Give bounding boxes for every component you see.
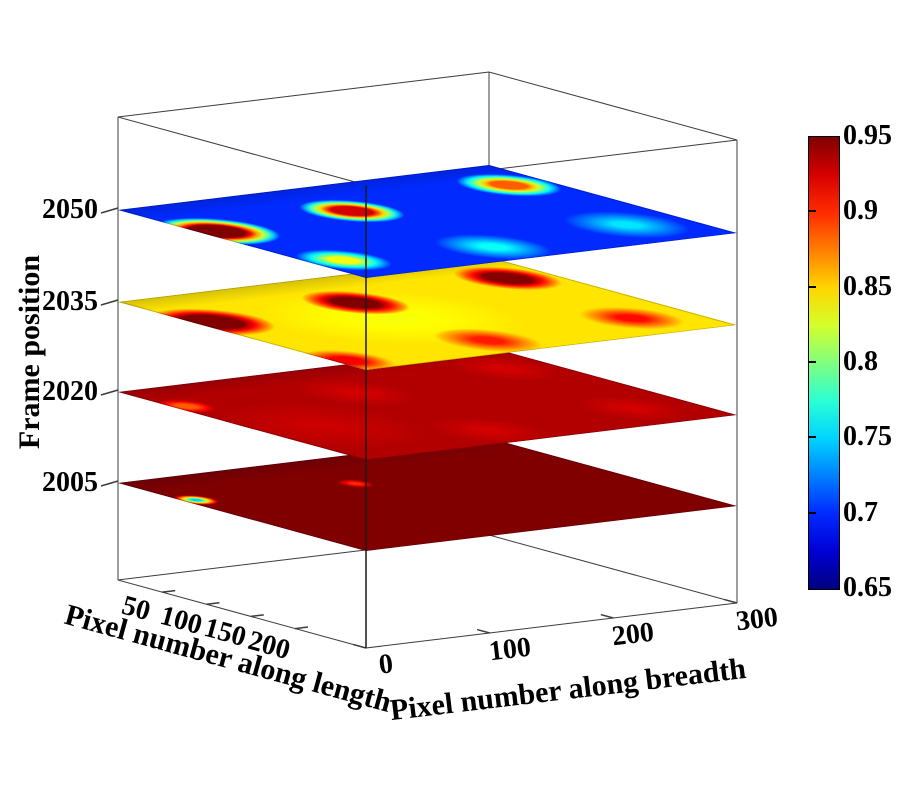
- colorbar-tick-mark-0.7: [809, 511, 816, 514]
- z-tick-mark-2020: [100, 389, 119, 396]
- x-tick-label-200: 200: [610, 616, 656, 653]
- box-edge-5: [488, 534, 738, 604]
- z-tick-label-2005: 2005: [42, 467, 98, 498]
- z-axis-label: Frame position: [13, 254, 46, 450]
- colorbar-tick-label-0.85: 0.85: [843, 270, 892, 302]
- colorbar-tick-label-0.65: 0.65: [843, 572, 892, 603]
- colorbar-tick-label-0.9: 0.9: [843, 195, 878, 227]
- colorbar-tick-label-0.95: 0.95: [843, 120, 892, 151]
- colorbar-tick-label-0.7: 0.7: [843, 496, 878, 528]
- z-tick-label-2050: 2050: [42, 194, 98, 225]
- z-tick-mark-2050: [100, 207, 119, 214]
- y-tick-mark-100: [206, 601, 220, 606]
- x-tick-mark-0: [353, 643, 367, 649]
- colorbar-tick-mark-0.8: [809, 361, 816, 363]
- x-tick-mark-100: [476, 628, 490, 634]
- z-tick-label-2035: 2035: [42, 286, 98, 317]
- x-tick-label-100: 100: [486, 631, 533, 668]
- colorbar-tick-label-0.8: 0.8: [843, 346, 878, 377]
- z-tick-label-2020: 2020: [42, 376, 98, 407]
- x-tick-mark-300: [724, 598, 738, 604]
- y-tick-mark-50: [162, 589, 176, 593]
- box-edge-0: [117, 71, 490, 118]
- colorbar-tick-mark-0.9: [809, 210, 816, 213]
- z-tick-mark-2005: [100, 480, 119, 487]
- box-edge-2: [117, 116, 367, 186]
- colorbar-tick-mark-0.85: [809, 285, 816, 288]
- colorbar-gradient: [809, 137, 839, 589]
- z-tick-mark-2035: [100, 299, 119, 306]
- y-tick-mark-150: [250, 614, 264, 618]
- box-edge-1: [488, 71, 738, 141]
- box-edge-6: [117, 579, 367, 649]
- x-tick-mark-200: [600, 613, 614, 619]
- colorbar-tick-mark-0.75: [809, 436, 816, 439]
- y-tick-mark-200: [295, 626, 309, 630]
- box-edge-7: [365, 602, 738, 649]
- colorbar-tick-label-0.75: 0.75: [843, 421, 892, 453]
- x-tick-label-300: 300: [734, 601, 780, 638]
- colorbar: [808, 136, 840, 590]
